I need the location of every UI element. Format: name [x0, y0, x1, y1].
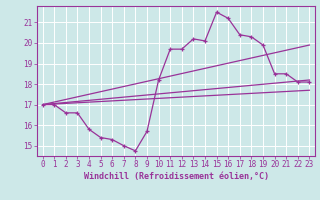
X-axis label: Windchill (Refroidissement éolien,°C): Windchill (Refroidissement éolien,°C)	[84, 172, 268, 181]
